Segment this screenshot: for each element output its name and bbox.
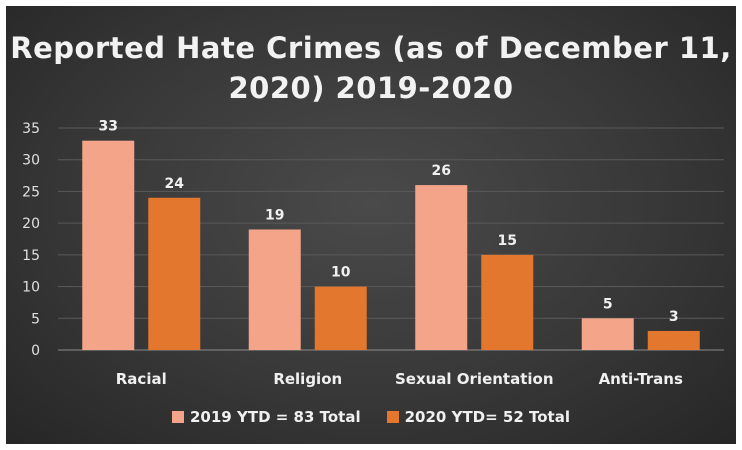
bar-religion-2020 — [314, 286, 367, 350]
category-label: Sexual Orientation — [395, 370, 554, 388]
bar-sexual-orientation-2020 — [481, 254, 534, 350]
chart-title: Reported Hate Crimes (as of December 11,… — [10, 31, 732, 105]
chart-plot: 0 5 10 15 20 25 30 35 33 24 19 10 26 15 5 3 Racial Reli… — [22, 119, 724, 388]
bar-anti-trans-2020 — [647, 330, 700, 350]
legend: 2019 YTD = 83 Total 2020 YTD= 52 Total — [6, 408, 736, 426]
y-tick-label: 25 — [22, 184, 40, 200]
bar-religion-2019 — [248, 229, 301, 350]
y-tick-label: 0 — [31, 343, 40, 359]
legend-item-2019: 2019 YTD = 83 Total — [172, 408, 361, 426]
legend-item-2020: 2020 YTD= 52 Total — [386, 408, 570, 426]
legend-swatch-2020 — [386, 411, 399, 423]
category-label: Religion — [273, 370, 342, 388]
data-label: 19 — [265, 207, 284, 223]
y-tick-label: 30 — [22, 153, 40, 169]
bar-racial-2020 — [148, 197, 201, 350]
legend-swatch-2019 — [172, 411, 184, 423]
data-label: 26 — [432, 163, 451, 179]
y-tick-label: 5 — [31, 311, 40, 327]
data-label: 24 — [165, 176, 185, 192]
category-label: Racial — [116, 370, 167, 388]
category-label: Anti-Trans — [599, 370, 683, 388]
y-tick-label: 15 — [22, 248, 40, 264]
data-label: 5 — [603, 296, 613, 312]
legend-label-2019: 2019 YTD = 83 Total — [190, 408, 361, 426]
legend-label-2020: 2020 YTD= 52 Total — [404, 408, 570, 426]
y-tick-label: 20 — [22, 216, 40, 232]
data-label: 15 — [498, 233, 517, 249]
data-label: 3 — [669, 309, 679, 325]
data-label: 10 — [331, 265, 351, 281]
bar-racial-2019 — [82, 140, 135, 350]
data-label: 33 — [99, 119, 118, 135]
y-tick-label: 35 — [22, 121, 40, 137]
chart-frame: Reported Hate Crimes (as of December 11,… — [6, 6, 736, 444]
bar-anti-trans-2019 — [581, 318, 634, 350]
y-tick-label: 10 — [22, 280, 40, 296]
bar-sexual-orientation-2019 — [415, 185, 468, 350]
